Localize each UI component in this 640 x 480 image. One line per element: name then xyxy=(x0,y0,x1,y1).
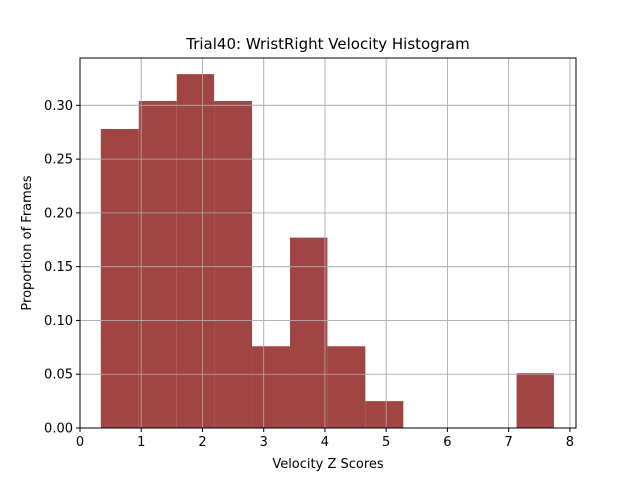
histogram-bar-3 xyxy=(214,101,253,428)
x-tick-label-8: 8 xyxy=(566,435,574,450)
x-tick-label-5: 5 xyxy=(382,435,390,450)
y-tick-label-6: 0.30 xyxy=(44,99,73,114)
chart-title: Trial40: WristRight Velocity Histogram xyxy=(185,35,469,53)
x-tick-label-4: 4 xyxy=(321,435,329,450)
x-tick-label-0: 0 xyxy=(76,435,84,450)
y-tick-label-3: 0.15 xyxy=(44,260,73,275)
histogram-bar-6 xyxy=(327,346,366,428)
histogram-bars xyxy=(100,74,554,428)
x-tick-label-3: 3 xyxy=(260,435,268,450)
y-tick-label-2: 0.10 xyxy=(44,314,73,329)
histogram-bar-11 xyxy=(516,373,554,428)
x-axis-label: Velocity Z Scores xyxy=(272,457,384,472)
x-tick-label-6: 6 xyxy=(443,435,451,450)
histogram-bar-2 xyxy=(176,74,215,428)
y-tick-label-4: 0.20 xyxy=(44,206,73,221)
x-tick-label-7: 7 xyxy=(505,435,513,450)
y-tick-label-1: 0.05 xyxy=(44,368,73,383)
y-axis-ticks: 0.00 0.05 0.10 0.15 0.20 0.25 0.30 xyxy=(44,99,80,437)
histogram-bar-0 xyxy=(100,128,139,428)
x-tick-label-1: 1 xyxy=(137,435,145,450)
x-axis-ticks: 0 1 2 3 4 5 6 7 8 xyxy=(76,428,574,450)
histogram-bar-1 xyxy=(138,101,177,428)
y-tick-label-0: 0.00 xyxy=(44,422,73,437)
plot-frame xyxy=(79,57,577,429)
x-tick-label-2: 2 xyxy=(198,435,206,450)
y-axis-label: Proportion of Frames xyxy=(20,175,35,310)
histogram-bar-5 xyxy=(290,237,328,428)
histogram-bar-4 xyxy=(252,346,291,428)
histogram-bar-7 xyxy=(365,401,404,428)
y-tick-label-5: 0.25 xyxy=(44,153,73,168)
